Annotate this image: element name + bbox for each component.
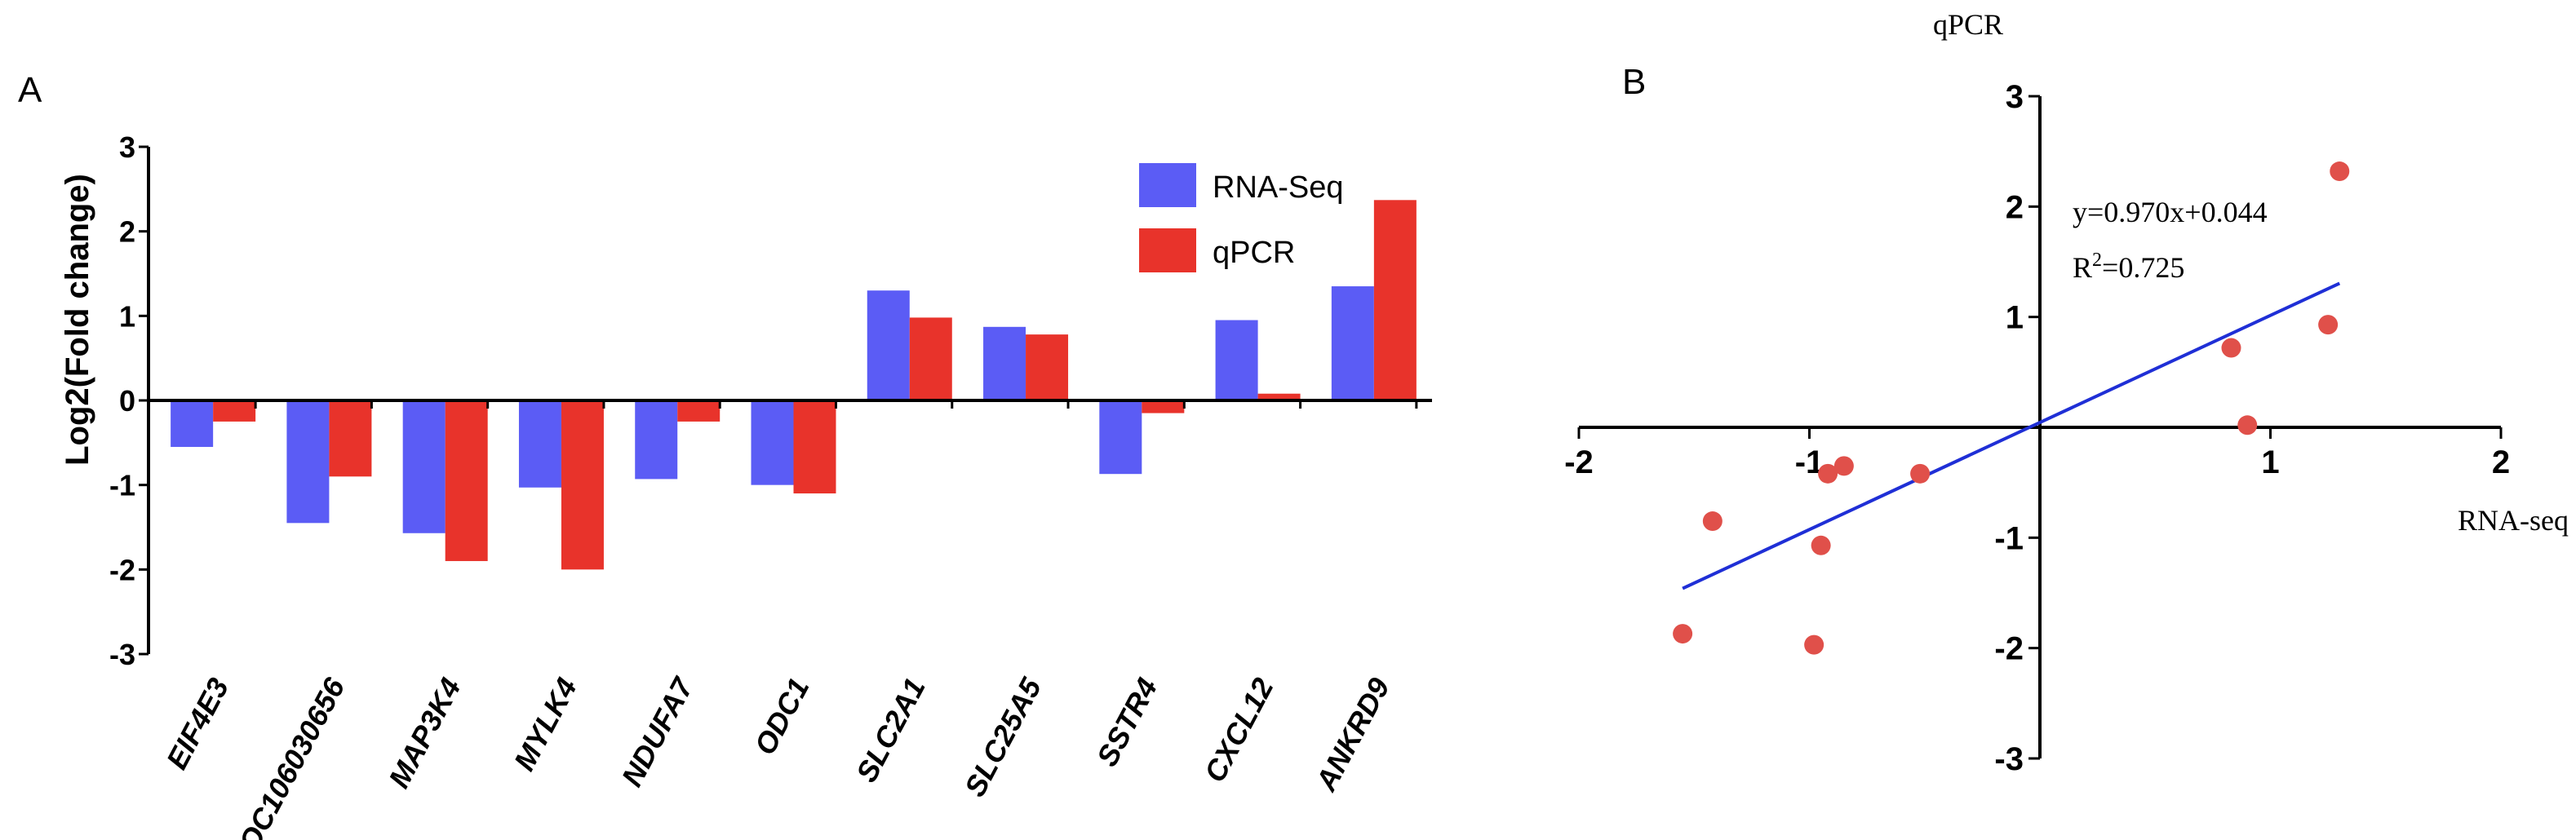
bar-qpcr-eif4e3 <box>213 400 256 422</box>
x-tick-label: 2 <box>2492 444 2510 480</box>
legend-swatch-rna-seq <box>1139 163 1196 207</box>
panel-a-y-axis-label: Log2(Fold change) <box>60 174 95 466</box>
data-point <box>2221 338 2241 358</box>
bar-rna-seq-mylk4 <box>518 400 561 488</box>
bar-rna-seq-cxcl12 <box>1215 320 1258 400</box>
panel-a-label: A <box>18 70 42 110</box>
data-point <box>1818 463 1838 484</box>
x-tick-label: ANKRD9 <box>1309 673 1396 798</box>
x-tick-label: LOC106030656 <box>224 672 352 840</box>
bar-rna-seq-loc106030656 <box>286 400 330 524</box>
bar-qpcr-slc25a5 <box>1026 334 1069 400</box>
bar-qpcr-mylk4 <box>561 400 604 570</box>
panel-b-label: B <box>1622 62 1646 102</box>
x-tick-label: MYLK4 <box>508 673 583 776</box>
x-tick-label: 1 <box>2261 444 2279 480</box>
x-tick-label: NDUFA7 <box>614 671 700 792</box>
bar-rna-seq-map3k4 <box>402 400 446 533</box>
data-point <box>1910 463 1931 484</box>
y-tick-label: -2 <box>109 553 135 586</box>
r-squared-value: =0.725 <box>2102 251 2184 284</box>
y-tick-label: 2 <box>119 215 135 249</box>
panel-b-y-axis-label: qPCR <box>1933 8 2003 41</box>
bar-qpcr-loc106030656 <box>329 400 372 477</box>
legend: RNA-Seq qPCR <box>1139 163 1344 272</box>
x-tick-label: SSTR4 <box>1090 673 1164 772</box>
bar-rna-seq-ankrd9 <box>1331 286 1374 400</box>
data-point <box>1673 624 1693 644</box>
bar-qpcr-ndufa7 <box>677 400 720 422</box>
y-tick-label: -3 <box>109 638 135 671</box>
legend-label-qpcr: qPCR <box>1213 236 1295 270</box>
data-point <box>1833 456 1854 476</box>
x-tick-label: ODC1 <box>747 673 815 761</box>
bar-qpcr-slc2a1 <box>909 317 952 400</box>
bar-rna-seq-ndufa7 <box>635 400 678 480</box>
bar-qpcr-odc1 <box>793 400 836 494</box>
data-point <box>1702 511 1723 532</box>
bar-rna-seq-slc25a5 <box>983 326 1026 400</box>
y-tick-label: -1 <box>1994 520 2024 556</box>
y-tick-label: -3 <box>1994 741 2024 777</box>
data-point <box>2330 161 2350 182</box>
x-tick-label: EIF4E3 <box>160 673 236 775</box>
y-tick-label: 3 <box>2006 79 2024 115</box>
panel-b-x-axis-label: RNA-seq <box>2458 504 2569 537</box>
bar-rna-seq-eif4e3 <box>171 400 214 448</box>
y-tick-label: 1 <box>119 299 135 333</box>
data-point <box>2318 315 2339 335</box>
x-tick-label: -2 <box>1564 444 1594 480</box>
data-point <box>2237 415 2258 435</box>
r-squared-prefix: R <box>2073 251 2092 284</box>
points-group <box>1673 161 2350 655</box>
y-tick-label: 0 <box>119 384 135 418</box>
bar-qpcr-cxcl12 <box>1257 393 1301 400</box>
fit-line-group <box>1682 281 2341 590</box>
y-tick-label: 1 <box>2006 300 2024 336</box>
r-squared-superscript: 2 <box>2092 250 2102 271</box>
bar-rna-seq-odc1 <box>751 400 794 485</box>
legend-label-rna-seq: RNA-Seq <box>1213 170 1344 205</box>
regression-equation: y=0.970x+0.044 <box>2073 196 2268 228</box>
bar-rna-seq-slc2a1 <box>867 290 910 400</box>
bar-qpcr-ankrd9 <box>1373 200 1417 400</box>
regression-line <box>1682 281 2341 590</box>
bar-rna-seq-sstr4 <box>1099 400 1142 475</box>
y-tick-label: 2 <box>2006 189 2024 225</box>
r-squared: R2=0.725 <box>2073 250 2184 284</box>
bar-qpcr-sstr4 <box>1142 400 1185 413</box>
legend-swatch-qpcr <box>1139 228 1196 272</box>
data-point <box>1804 634 1824 655</box>
bars-group <box>171 200 1417 570</box>
x-tick-label: SLC25A5 <box>958 672 1049 802</box>
y-tick-label: 3 <box>119 130 135 164</box>
x-tick-label: SLC2A1 <box>849 673 932 788</box>
y-tick-label: -2 <box>1994 631 2024 667</box>
bar-qpcr-map3k4 <box>445 400 488 561</box>
y-tick-label: -1 <box>109 469 135 502</box>
data-point <box>1811 535 1831 555</box>
x-tick-label: CXCL12 <box>1198 673 1280 788</box>
x-tick-label: MAP3K4 <box>382 673 468 794</box>
